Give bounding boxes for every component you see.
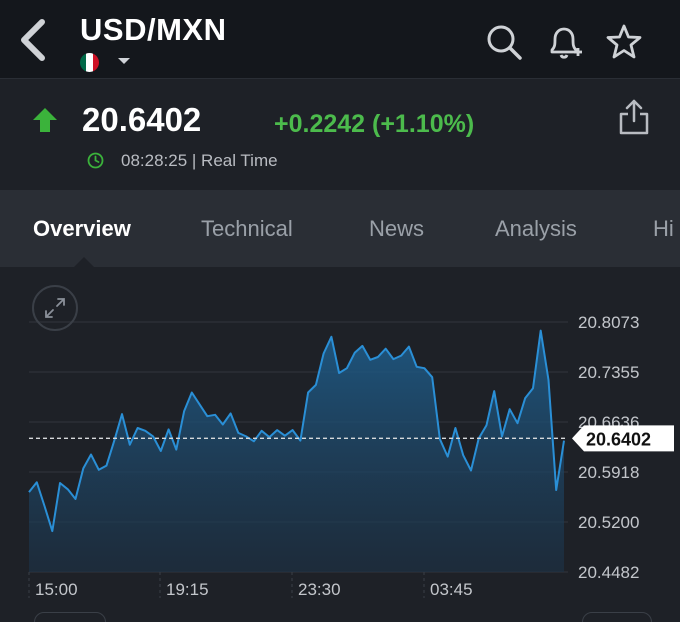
x-axis-tick-label: 03:45 [430,580,473,599]
tab-overview[interactable]: Overview [33,216,131,241]
expand-chart-button[interactable] [32,285,78,331]
instrument-title: USD/MXN [80,12,227,47]
y-axis-tick-label: 20.5918 [578,463,639,482]
share-icon[interactable] [616,97,652,137]
star-icon[interactable] [604,22,644,62]
back-arrow-icon[interactable] [16,18,52,62]
active-tab-pointer [74,257,94,267]
search-icon[interactable] [484,22,524,62]
quote-timestamp: 08:28:25 | Real Time [121,151,278,170]
price-change: +0.2242 (+1.10%) [274,110,475,138]
add-alert-bell-icon[interactable] [544,22,584,62]
y-axis-tick-label: 20.5200 [578,513,639,532]
clock-icon [87,152,104,169]
y-axis-tick-label: 20.4482 [578,563,639,582]
tab-news[interactable]: News [369,216,425,241]
x-axis-tick-label: 23:30 [298,580,341,599]
tab-bar: Overview Technical News Analysis Hi [0,190,680,267]
x-axis-tick-label: 15:00 [35,580,78,599]
timeframe-button[interactable] [34,612,106,622]
tab-analysis[interactable]: Analysis [495,216,577,241]
chevron-down-icon[interactable] [118,58,130,64]
last-price: 20.6402 [82,101,202,138]
tab-historical[interactable]: Hi [653,216,674,241]
current-price-label: 20.6402 [586,429,651,449]
expand-icon [45,298,65,318]
mexico-flag-icon[interactable] [80,53,99,72]
quote-panel: 20.6402 +0.2242 (+1.10%) 08:28:25 | Real… [0,78,680,190]
y-axis-tick-label: 20.8073 [578,313,639,332]
top-bar: USD/MXN [0,0,680,78]
chart-area-fill [29,330,564,572]
chart-type-button[interactable] [582,612,652,622]
x-axis-tick-label: 19:15 [166,580,209,599]
price-line [28,329,565,533]
current-price-tag: 20.6402 [572,425,674,452]
y-axis-tick-label: 20.7355 [578,363,639,382]
tab-technical[interactable]: Technical [201,216,293,241]
up-arrow-icon [33,108,57,132]
